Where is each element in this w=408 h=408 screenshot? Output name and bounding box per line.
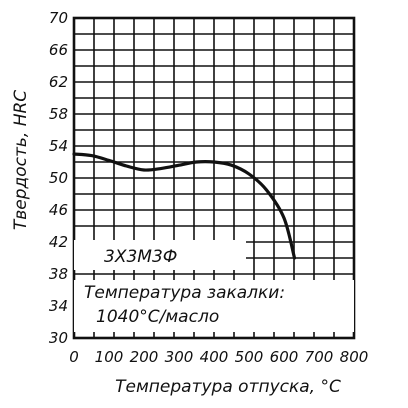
y-tick-label: 58 bbox=[49, 105, 68, 123]
quench-temperature-label: Температура закалки: bbox=[84, 283, 285, 303]
plot-frame bbox=[72, 16, 356, 340]
x-tick-label: 800 bbox=[340, 348, 369, 366]
steel-grade-label: 3Х3М3Ф bbox=[104, 247, 177, 267]
x-tick-label: 700 bbox=[305, 348, 334, 366]
quench-note-bg bbox=[74, 280, 354, 332]
y-axis-title: Твердость, HRC bbox=[11, 90, 31, 230]
y-tick-label: 50 bbox=[49, 169, 68, 187]
y-tick-label: 62 bbox=[49, 73, 68, 91]
y-tick-label: 46 bbox=[49, 201, 68, 219]
y-tick-label: 34 bbox=[49, 297, 68, 315]
y-tick-label: 66 bbox=[49, 41, 68, 59]
x-tick-label: 300 bbox=[165, 348, 194, 366]
y-tick-label: 42 bbox=[49, 233, 68, 251]
x-tick-label: 100 bbox=[95, 348, 124, 366]
y-tick-label: 70 bbox=[49, 9, 68, 27]
quench-medium-label: 1040°С/масло bbox=[96, 307, 219, 327]
series-layer bbox=[72, 152, 297, 260]
x-axis-title: Температура отпуска, °С bbox=[115, 377, 341, 397]
x-tick-label: 200 bbox=[130, 348, 159, 366]
y-tick-label: 30 bbox=[49, 329, 68, 347]
y-tick-label: 38 bbox=[49, 265, 68, 283]
steel-grade-label-bg bbox=[74, 240, 246, 270]
x-tick-label: 0 bbox=[69, 348, 79, 366]
hardness-curve bbox=[72, 152, 297, 260]
x-tick-label: 600 bbox=[270, 348, 299, 366]
y-tick-label: 54 bbox=[49, 137, 68, 155]
x-tick-label: 500 bbox=[235, 348, 264, 366]
x-tick-label: 400 bbox=[200, 348, 229, 366]
